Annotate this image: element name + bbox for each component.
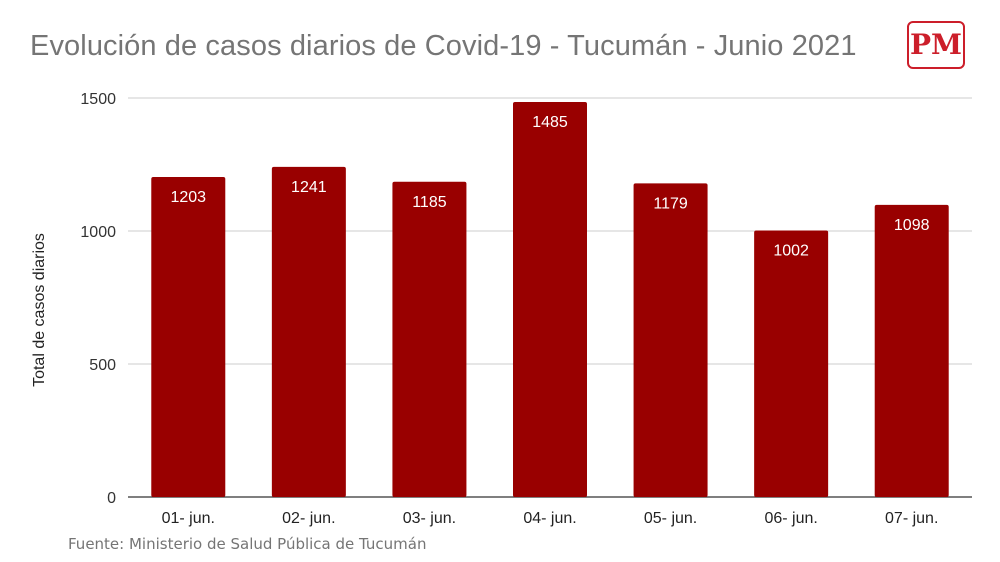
source-note: Fuente: Ministerio de Salud Pública de T… — [68, 535, 427, 553]
pm-logo: PM — [907, 21, 965, 69]
x-tick-label: 07- jun. — [885, 510, 938, 527]
data-label: 1098 — [894, 217, 930, 234]
x-tick-label: 01- jun. — [162, 510, 215, 527]
bar — [271, 166, 346, 498]
data-labels: 1203 1241 1185 1485 1179 1002 1098 — [170, 114, 929, 259]
bar — [151, 177, 226, 497]
bar — [754, 230, 829, 497]
data-label: 1002 — [773, 242, 809, 259]
x-tick-label: 06- jun. — [764, 510, 817, 527]
y-tick-labels: 0 500 1000 1500 — [80, 91, 116, 507]
data-label: 1185 — [412, 194, 447, 211]
data-label: 1179 — [653, 195, 688, 212]
bar — [874, 204, 949, 497]
data-label: 1485 — [532, 114, 568, 131]
y-tick-label: 1500 — [80, 91, 116, 108]
y-axis-label: Total de casos diarios — [31, 233, 48, 387]
chart-title: Evolución de casos diarios de Covid-19 -… — [30, 30, 857, 62]
x-tick-labels: 01- jun. 02- jun. 03- jun. 04- jun. 05- jun.… — [162, 510, 939, 527]
bar — [513, 101, 587, 498]
data-label: 1203 — [170, 189, 206, 206]
y-tick-label: 500 — [89, 357, 116, 374]
x-tick-label: 03- jun. — [403, 510, 456, 527]
data-label: 1241 — [291, 179, 327, 196]
x-tick-label: 04- jun. — [523, 510, 576, 527]
y-tick-label: 1000 — [80, 224, 116, 241]
bars — [151, 101, 949, 498]
y-tick-label: 0 — [107, 490, 116, 507]
bar — [633, 183, 708, 498]
pm-logo-text: PM — [910, 28, 962, 61]
x-tick-label: 02- jun. — [282, 510, 335, 527]
x-tick-label: 05- jun. — [644, 510, 697, 527]
bar — [392, 181, 467, 498]
